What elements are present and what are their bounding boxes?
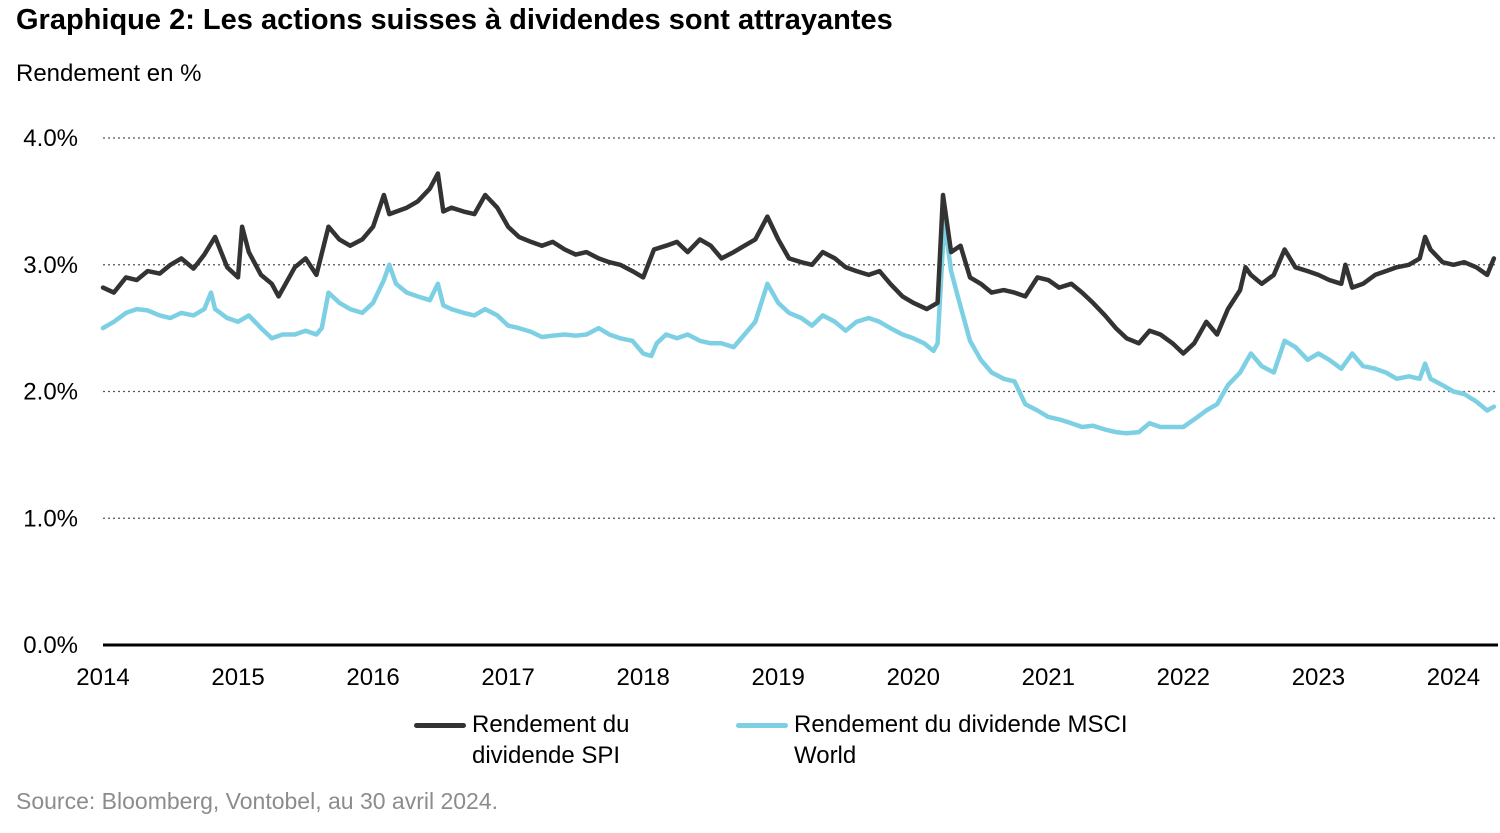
series-lines [100,171,1497,436]
x-tick-label: 2017 [481,664,534,691]
x-tick-label: 2024 [1427,664,1480,691]
y-tick-label: 3.0% [23,252,78,279]
y-axis-ticks: 0.0% 1.0% 2.0% 3.0% 4.0% [23,125,78,659]
chart-title: Graphique 2: Les actions suisses à divid… [16,4,893,36]
y-tick-label: 0.0% [23,632,78,659]
x-tick-label: 2016 [346,664,399,691]
x-tick-label: 2014 [76,664,129,691]
x-tick-label: 2020 [887,664,940,691]
legend: Rendement du dividende SPI Rendement du … [0,709,1500,779]
legend-swatch-msci [736,723,788,728]
y-tick-label: 2.0% [23,379,78,406]
legend-swatch-spi [414,723,466,728]
series-line-msci-world [100,218,1497,436]
x-tick-label: 2018 [616,664,669,691]
y-tick-label: 4.0% [23,125,78,152]
x-tick-label: 2022 [1157,664,1210,691]
x-tick-label: 2023 [1292,664,1345,691]
grid-lines [103,137,1498,519]
legend-label-msci: Rendement du dividende MSCI World [794,711,1128,769]
x-axis-ticks: 2014 2015 2016 2017 2018 2019 2020 2021 2022 2023… [76,664,1480,691]
y-axis-unit-label: Rendement en % [16,60,202,87]
legend-item-spi: Rendement du dividende SPI [414,709,672,771]
x-tick-label: 2021 [1022,664,1075,691]
series-line-spi [100,171,1497,356]
legend-label-spi: Rendement du dividende SPI [472,711,630,769]
source-note: Source: Bloomberg, Vontobel, au 30 avril… [16,788,499,814]
y-tick-label: 1.0% [23,505,78,532]
x-tick-label: 2015 [211,664,264,691]
legend-item-msci: Rendement du dividende MSCI World [736,709,1174,771]
x-tick-label: 2019 [752,664,805,691]
